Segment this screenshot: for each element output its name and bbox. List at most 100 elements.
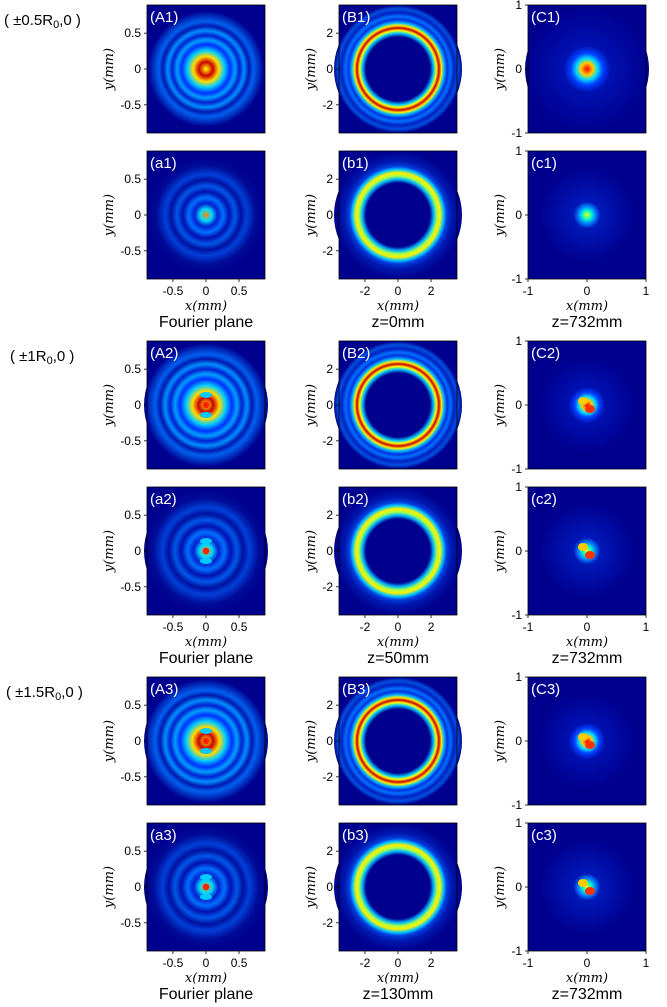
y-tick-label: 1	[515, 334, 522, 348]
x-tick-label: 0	[203, 956, 210, 970]
y-axis-label: y(mm)	[493, 530, 508, 573]
side-lobe	[200, 392, 212, 398]
x-tick-label: -2	[360, 956, 371, 970]
panel-label: (A1)	[150, 9, 178, 26]
x-tick-label: 0	[395, 620, 402, 634]
side-lobe	[200, 874, 212, 880]
y-axis-label: y(mm)	[102, 720, 117, 763]
y-tick-label: 0.5	[124, 698, 141, 712]
y-tick-label: 0	[515, 208, 522, 222]
intensity-pattern	[539, 503, 635, 599]
y-tick-label: 0	[134, 880, 141, 894]
side-lobe	[200, 894, 212, 900]
x-tick-label: 1	[643, 620, 650, 634]
intensity-pattern	[148, 11, 264, 127]
x-tick-label: -0.5	[163, 620, 184, 634]
y-axis-label: y(mm)	[102, 866, 117, 909]
central-peak	[202, 401, 210, 409]
column-caption: z=732mm	[552, 314, 623, 331]
y-tick-label: -0.5	[120, 916, 141, 930]
y-axis-label: y(mm)	[102, 530, 117, 573]
side-lobe	[200, 538, 212, 544]
y-axis-label: y(mm)	[304, 530, 319, 573]
intensity-pattern	[334, 677, 462, 805]
panel-label: (c1)	[531, 155, 557, 172]
y-axis-label: y(mm)	[304, 384, 319, 427]
y-tick-label: 0.5	[124, 26, 141, 40]
intensity-pattern	[334, 151, 462, 279]
panel-label: (c2)	[531, 491, 557, 508]
y-axis-label: y(mm)	[493, 194, 508, 237]
y-tick-label: 2	[326, 26, 333, 40]
y-tick-label: 1	[515, 670, 522, 684]
central-peak	[202, 547, 210, 555]
y-tick-label: -0.5	[120, 98, 141, 112]
column-caption: z=130mm	[363, 986, 434, 1003]
intensity-pattern	[148, 157, 264, 273]
panel-label: (C2)	[531, 345, 560, 362]
intensity-pattern	[539, 839, 635, 935]
side-lobe	[200, 412, 212, 418]
x-tick-label: -0.5	[163, 284, 184, 298]
x-axis-label: x(mm)	[185, 299, 227, 314]
column-caption: Fourier plane	[159, 314, 253, 331]
y-axis-label: y(mm)	[304, 48, 319, 91]
parameter-label: ( ±1R0,0 )	[10, 348, 74, 367]
y-axis-label: y(mm)	[102, 48, 117, 91]
hot-spot	[585, 741, 595, 749]
y-tick-label: 0.5	[124, 172, 141, 186]
y-axis-label: y(mm)	[493, 720, 508, 763]
parameter-label: ( ±1.5R0,0 )	[6, 684, 83, 703]
y-tick-label: -0.5	[120, 580, 141, 594]
x-axis-label: x(mm)	[566, 299, 608, 314]
y-tick-label: 2	[326, 362, 333, 376]
y-tick-label: -1	[511, 272, 522, 286]
y-tick-label: 0	[326, 544, 333, 558]
x-axis-label: x(mm)	[377, 971, 419, 986]
intensity-pattern	[539, 693, 635, 789]
intensity-pattern	[334, 341, 462, 469]
x-tick-label: 0	[395, 284, 402, 298]
hot-spot	[578, 879, 588, 887]
y-tick-label: 2	[326, 508, 333, 522]
y-axis-label: y(mm)	[304, 720, 319, 763]
intensity-pattern	[334, 487, 462, 615]
column-caption: z=0mm	[372, 314, 425, 331]
y-tick-label: 1	[515, 0, 522, 12]
hot-spot	[578, 397, 588, 405]
x-axis-label: x(mm)	[566, 635, 608, 650]
column-caption: Fourier plane	[159, 650, 253, 667]
y-tick-label: 0	[134, 544, 141, 558]
panel-label: (a1)	[150, 155, 177, 172]
x-axis-label: x(mm)	[377, 299, 419, 314]
y-tick-label: -1	[511, 944, 522, 958]
x-tick-label: 0	[584, 956, 591, 970]
y-tick-label: 1	[515, 144, 522, 158]
y-tick-label: 0	[326, 880, 333, 894]
column-caption: Fourier plane	[159, 986, 253, 1003]
hot-spot	[585, 887, 595, 895]
y-tick-label: -2	[322, 916, 333, 930]
column-caption: z=732mm	[552, 650, 623, 667]
panel-label: (B3)	[342, 681, 370, 698]
y-tick-label: -2	[322, 434, 333, 448]
intensity-pattern	[334, 5, 462, 133]
y-tick-label: -1	[511, 462, 522, 476]
y-tick-label: 0	[326, 398, 333, 412]
y-tick-label: 0	[326, 208, 333, 222]
central-peak	[202, 883, 210, 891]
panel-label: (A3)	[150, 681, 178, 698]
y-axis-label: y(mm)	[493, 384, 508, 427]
y-tick-label: 2	[326, 172, 333, 186]
y-tick-label: -1	[511, 798, 522, 812]
y-tick-label: -1	[511, 608, 522, 622]
panel-label: (c3)	[531, 827, 557, 844]
y-axis-label: y(mm)	[304, 866, 319, 909]
y-axis-label: y(mm)	[102, 194, 117, 237]
y-tick-label: 0.5	[124, 844, 141, 858]
x-tick-label: 2	[428, 620, 435, 634]
y-tick-label: 0	[134, 62, 141, 76]
intensity-pattern	[539, 167, 635, 263]
y-axis-label: y(mm)	[493, 48, 508, 91]
